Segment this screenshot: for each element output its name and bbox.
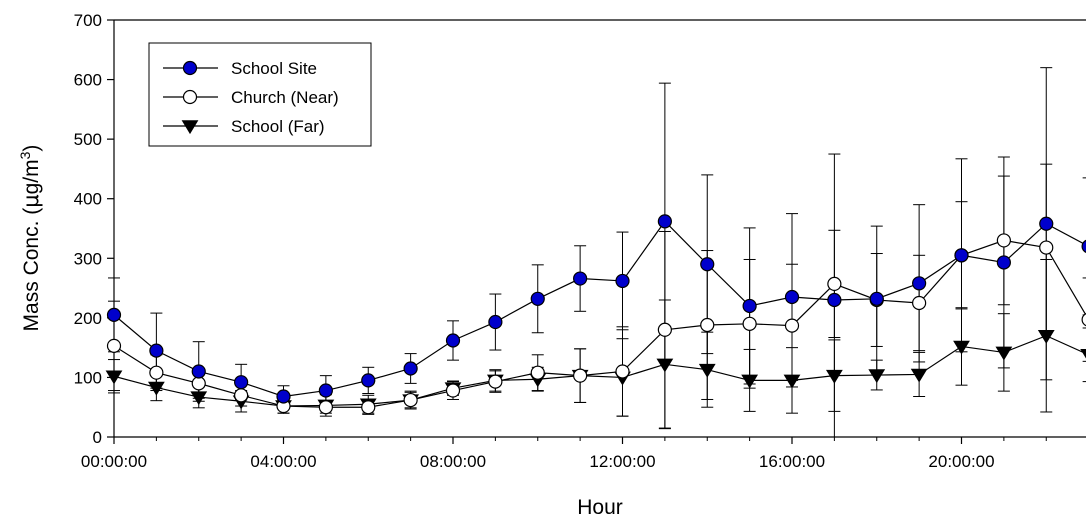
data-point <box>403 361 418 376</box>
data-point <box>318 400 333 415</box>
data-point <box>912 295 927 311</box>
x-tick-label: 20:00:00 <box>928 452 994 471</box>
data-point <box>954 248 969 263</box>
data-point <box>488 374 503 389</box>
legend-marker <box>181 120 199 135</box>
data-point <box>276 389 291 404</box>
legend-label: School (Far) <box>231 117 325 136</box>
series-school-site-markers <box>106 214 1086 404</box>
data-point <box>825 369 843 384</box>
data-point <box>445 333 461 348</box>
data-point <box>106 307 122 322</box>
data-point <box>488 314 503 330</box>
data-point <box>783 374 801 389</box>
x-tick-label: 08:00:00 <box>420 452 486 471</box>
data-point <box>106 338 122 353</box>
legend-label: Church (Near) <box>231 88 339 107</box>
y-tick-label: 0 <box>93 428 102 447</box>
y-axis-label-prefix: Mass Conc. ( <box>20 208 43 332</box>
data-point <box>700 257 715 272</box>
data-point <box>784 318 800 333</box>
series-layer <box>105 67 1086 438</box>
y-tick-label: 400 <box>74 190 102 209</box>
data-point <box>657 214 672 229</box>
data-point <box>361 400 376 415</box>
series-line <box>113 220 1086 398</box>
data-point <box>995 346 1013 361</box>
data-point <box>827 276 842 292</box>
data-point <box>530 365 545 380</box>
data-point <box>741 374 759 389</box>
data-point <box>910 368 928 383</box>
data-point <box>1081 239 1086 253</box>
y-axis-label-unit: g/m <box>20 159 43 194</box>
data-point <box>912 276 927 291</box>
y-tick-label: 100 <box>74 368 102 387</box>
data-point <box>234 388 249 403</box>
legend-label: School Site <box>231 59 317 78</box>
data-point <box>827 292 842 308</box>
y-tick-label: 500 <box>74 130 102 149</box>
x-ticks: 00:00:00 04:00:00 08:00:00 12:00:00 16:00:00… <box>81 437 1047 471</box>
legend-marker <box>182 60 198 76</box>
data-point <box>149 365 164 380</box>
y-tick-label: 300 <box>74 249 102 268</box>
data-point <box>234 375 249 390</box>
data-point <box>700 317 715 333</box>
data-point <box>1080 349 1086 359</box>
series-line <box>113 335 1086 407</box>
data-point <box>784 289 800 305</box>
y-tick-label: 600 <box>74 71 102 90</box>
data-point <box>191 376 206 391</box>
data-point <box>318 383 333 398</box>
legend: School Site Church (Near) School (Far) <box>148 42 372 147</box>
data-point <box>996 233 1011 248</box>
legend-marker <box>182 89 198 105</box>
y-axis-label-mu: μ <box>19 194 43 207</box>
data-point <box>149 343 164 358</box>
data-point <box>147 381 165 396</box>
series-school-far-lines <box>108 258 1086 430</box>
data-point <box>190 391 208 406</box>
x-tick-label: 04:00:00 <box>250 452 316 471</box>
data-point <box>1039 240 1054 255</box>
data-point <box>615 364 630 379</box>
data-point <box>530 291 545 306</box>
y-ticks: 0 100 200 300 400 500 600 700 <box>74 11 114 447</box>
data-point <box>1081 313 1086 327</box>
data-point <box>996 255 1011 270</box>
data-point <box>573 271 588 286</box>
data-point <box>953 340 970 355</box>
data-point <box>573 368 588 383</box>
data-point <box>657 322 672 337</box>
y-axis-label: Mass Conc. (μg/m3) <box>17 145 43 332</box>
data-point <box>615 273 630 289</box>
y-axis-label-suffix: ) <box>20 145 43 152</box>
data-point <box>1037 329 1055 344</box>
data-point <box>191 364 206 379</box>
series-line <box>113 239 1086 408</box>
y-axis-label-sup: 3 <box>17 151 33 159</box>
data-point <box>403 392 418 408</box>
data-point <box>361 373 376 388</box>
data-point <box>869 291 884 306</box>
series-church-near-lines <box>108 163 1086 429</box>
y-tick-label: 700 <box>74 11 102 30</box>
data-point <box>742 316 757 331</box>
data-point <box>742 298 757 314</box>
x-tick-label: 00:00:00 <box>81 452 147 471</box>
x-tick-label: 16:00:00 <box>759 452 825 471</box>
data-point <box>1039 216 1054 231</box>
series-school-far-markers <box>105 329 1086 415</box>
data-point <box>868 369 886 384</box>
data-point <box>656 358 674 373</box>
x-tick-label: 12:00:00 <box>589 452 655 471</box>
data-point <box>698 363 716 378</box>
y-tick-label: 200 <box>74 309 102 328</box>
x-axis-label: Hour <box>577 496 623 519</box>
data-point <box>445 383 461 398</box>
data-point <box>105 370 123 385</box>
